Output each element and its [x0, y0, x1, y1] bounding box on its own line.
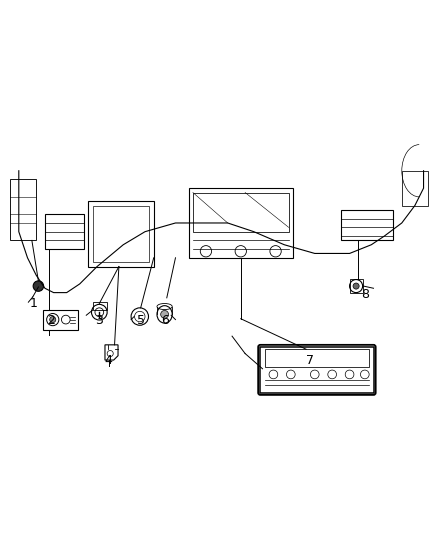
- Text: 4: 4: [104, 353, 112, 367]
- Text: 3: 3: [95, 314, 103, 327]
- Text: 1: 1: [30, 297, 38, 310]
- Text: 6: 6: [161, 314, 169, 327]
- Text: 5: 5: [137, 314, 145, 327]
- Circle shape: [49, 317, 56, 322]
- Circle shape: [353, 283, 359, 289]
- Circle shape: [33, 281, 44, 292]
- Text: 2: 2: [47, 314, 55, 327]
- Text: 7: 7: [307, 353, 314, 367]
- Circle shape: [161, 310, 169, 318]
- Text: 8: 8: [361, 288, 369, 301]
